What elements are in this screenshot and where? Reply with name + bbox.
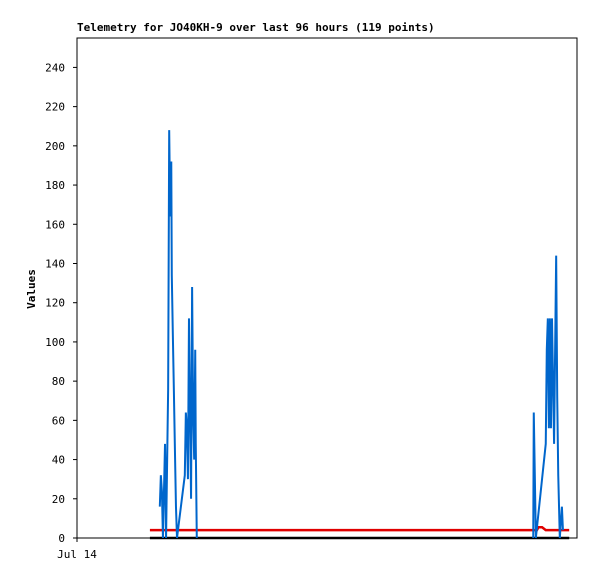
series-line bbox=[158, 130, 564, 539]
y-tick-label: 0 bbox=[58, 532, 65, 545]
y-tick-label: 140 bbox=[45, 257, 65, 270]
y-tick-label: 120 bbox=[45, 297, 65, 310]
y-tick-label: 100 bbox=[45, 336, 65, 349]
x-tick-label: Jul 14 bbox=[57, 548, 97, 561]
y-tick-label: 80 bbox=[52, 375, 65, 388]
y-tick-label: 60 bbox=[52, 414, 65, 427]
y-tick-label: 180 bbox=[45, 179, 65, 192]
y-tick-label: 220 bbox=[45, 101, 65, 114]
series-line bbox=[149, 525, 570, 532]
y-tick-label: 40 bbox=[52, 454, 65, 467]
chart-title: Telemetry for JO40KH-9 over last 96 hour… bbox=[77, 21, 435, 34]
plot-frame bbox=[76, 37, 578, 539]
y-axis-label: Values bbox=[25, 269, 38, 309]
y-tick-label: 200 bbox=[45, 140, 65, 153]
y-tick-label: 160 bbox=[45, 218, 65, 231]
y-tick-label: 240 bbox=[45, 61, 65, 74]
y-tick-label: 20 bbox=[52, 493, 65, 506]
